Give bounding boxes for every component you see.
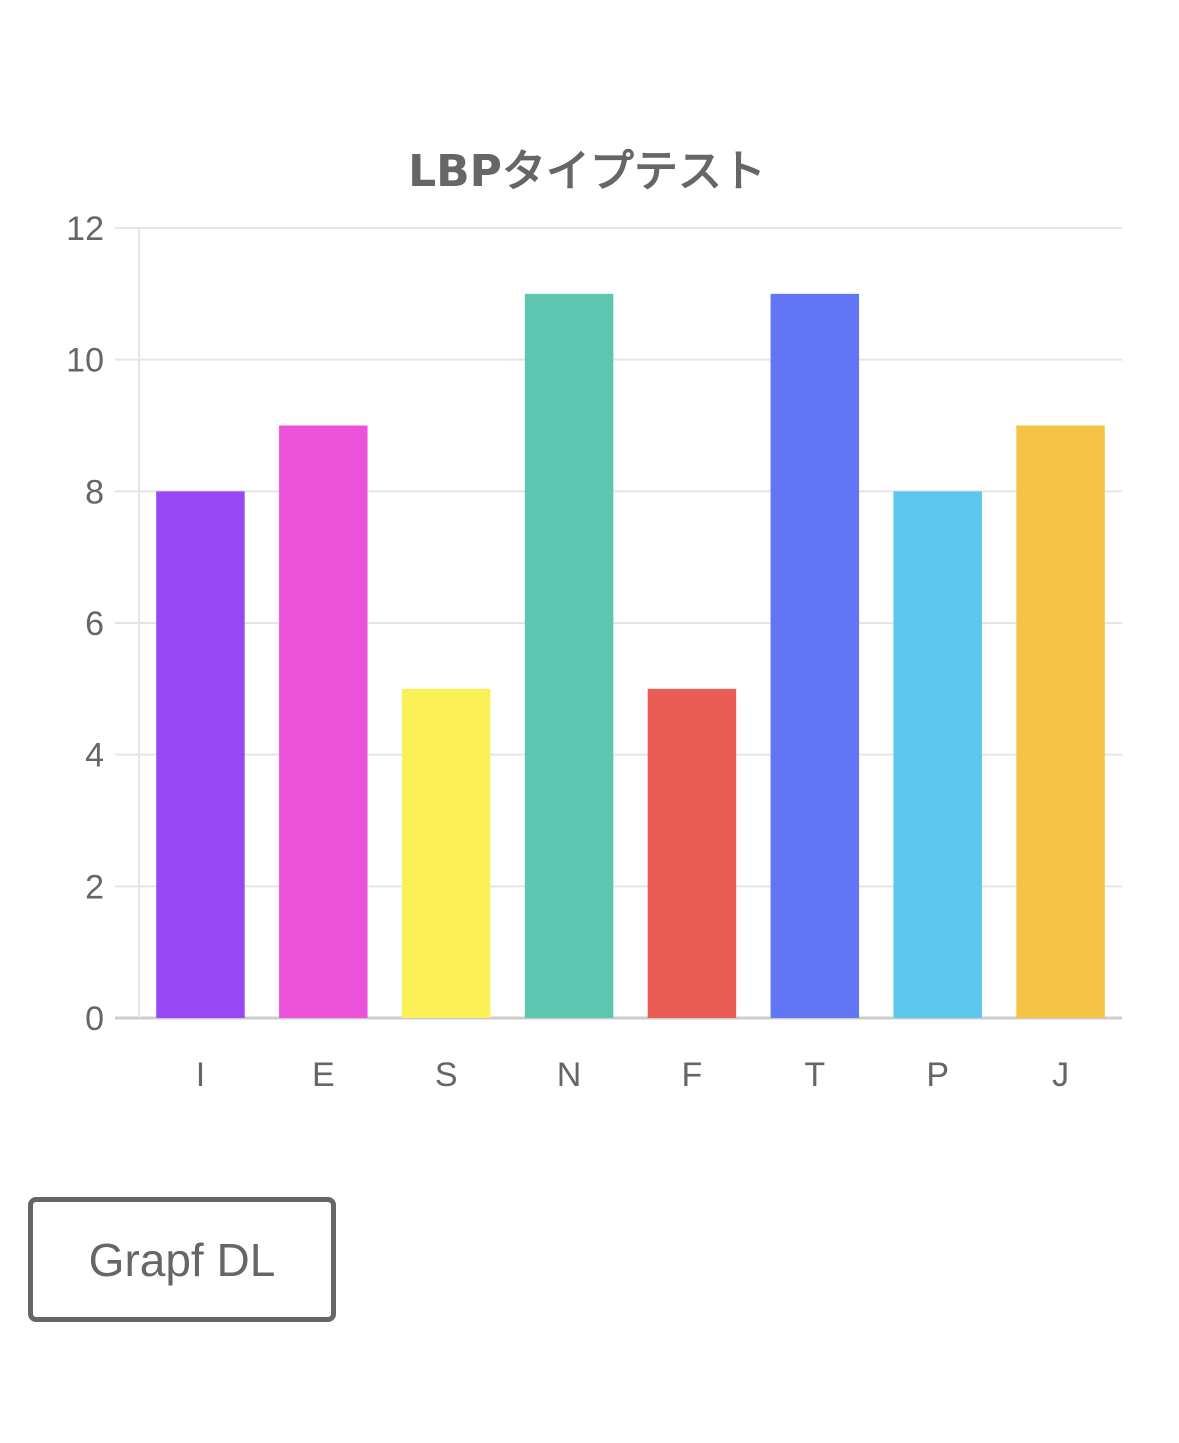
y-tick-label: 0 [85,1000,104,1038]
y-tick-label: 2 [85,868,104,906]
bar-e [279,425,368,1018]
bars [156,293,1105,1018]
bar-s [401,688,491,1018]
bar-n [524,293,614,1018]
bar-j [1016,425,1105,1018]
x-tick-label: S [435,1056,458,1094]
x-tick-label: E [312,1056,335,1094]
y-tick-label: 8 [85,473,104,511]
x-tick-label: N [557,1056,582,1094]
chart-title: LBPタイプテスト [408,146,766,197]
graph-download-button[interactable]: Grapf DL [28,1197,336,1322]
y-tick-label: 6 [85,605,104,643]
x-tick-label: P [926,1056,949,1094]
bar-i [156,491,245,1018]
x-tick-label: F [682,1056,703,1094]
y-tick-label: 4 [85,737,104,775]
y-axis-ticks: 0 2 4 6 8 10 12 [66,210,104,1038]
y-tick-label: 12 [66,210,104,248]
bar-p [893,491,982,1018]
y-tick-label: 10 [66,342,104,380]
x-tick-label: J [1052,1056,1069,1094]
x-tick-label: I [196,1056,205,1094]
bar-t [770,293,860,1018]
bar-chart: LBPタイプテスト 0 2 4 6 8 10 12 I E S N F T P J [66,146,1122,1094]
x-tick-label: T [804,1056,825,1094]
bar-f [647,688,737,1018]
